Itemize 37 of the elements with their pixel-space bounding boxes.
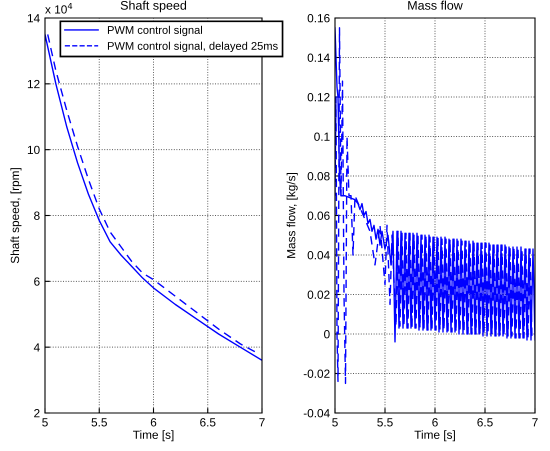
chart-title: Mass flow xyxy=(408,0,463,10)
y-tick-label: 0.04 xyxy=(308,251,330,260)
x-tick-label: 5.5 xyxy=(92,418,107,427)
x-tick-label: 6 xyxy=(432,418,438,427)
y-tick-label: 0.08 xyxy=(308,172,330,180)
y-tick-label: 14 xyxy=(28,14,40,22)
x-tick-label: 5.5 xyxy=(377,418,393,427)
legend-label: PWM control signal, delayed 25ms xyxy=(108,42,278,52)
y-tick-label: 4 xyxy=(34,343,40,352)
y-tick-label: 0.1 xyxy=(314,132,330,141)
y-tick-label: -0.02 xyxy=(304,370,330,378)
x-tick-label: 6.5 xyxy=(200,418,216,427)
y-tick-label: 0.14 xyxy=(308,54,330,62)
legend-label: PWM control signal xyxy=(108,26,202,36)
y-tick-label: -0.04 xyxy=(304,409,330,418)
x-tick-label: 5 xyxy=(332,418,338,427)
y-tick-label: 0.12 xyxy=(308,93,330,102)
x-tick-label: 7 xyxy=(259,418,265,426)
y-axis-title: Mass flow, [kg/s] xyxy=(286,173,298,258)
x-tick-label: 5 xyxy=(42,418,48,427)
y-tick-label: 0 xyxy=(324,330,330,338)
y-tick-label: 0.16 xyxy=(308,14,330,22)
y-tick-label: 6 xyxy=(34,277,40,286)
x-tick-label: 6 xyxy=(150,418,156,427)
x-axis-title: Time [s] xyxy=(414,430,455,442)
y-tick-label: 0.06 xyxy=(308,212,330,220)
y-tick-label: 0.02 xyxy=(308,290,330,299)
x-tick-label: 6.5 xyxy=(477,418,493,427)
y-tick-label: 12 xyxy=(28,80,40,88)
y-axis-title: Shaft speed, [rpm] xyxy=(10,168,22,264)
chart-title: Shaft speed xyxy=(120,0,186,12)
x-axis-title: Time [s] xyxy=(133,430,174,442)
text: x 10$^{4}$ xyxy=(45,2,72,14)
x-tick-label: 7 xyxy=(532,418,538,426)
y-tick-label: 10 xyxy=(28,146,40,154)
y-tick-label: 2 xyxy=(34,409,40,418)
y-tick-label: 8 xyxy=(34,212,40,220)
